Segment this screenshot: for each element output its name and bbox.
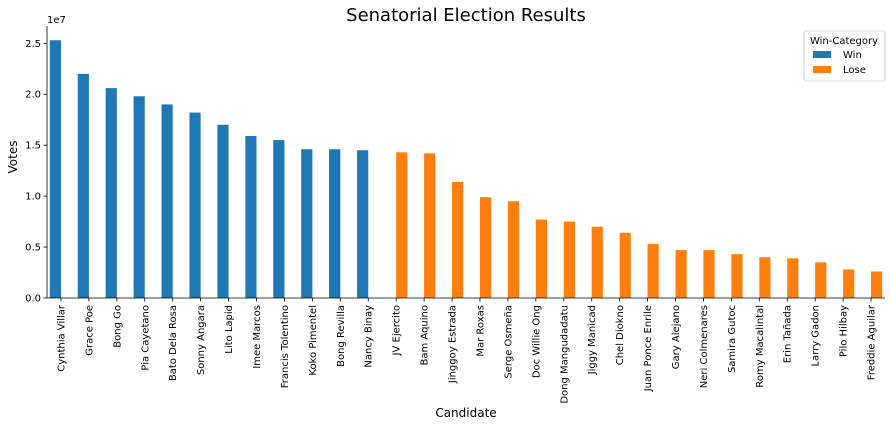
x-tick-label: Larry Gadon <box>811 305 822 367</box>
x-tick-label: Pia Cayetano <box>140 305 151 371</box>
x-tick-label: JV Ejercito <box>392 305 403 356</box>
bar-lose-14 <box>452 181 464 298</box>
y-tick-label: 0.0 <box>25 294 41 305</box>
bar-win-5 <box>189 112 201 298</box>
bar-win-7 <box>245 136 257 298</box>
x-tick-label: Jinggoy Estrada <box>448 305 459 384</box>
bar-win-8 <box>273 140 285 298</box>
bars-group <box>49 40 883 298</box>
x-tick-label: Juan Ponce Enrile <box>643 305 654 392</box>
legend-title: Win-Category <box>810 36 878 47</box>
y-offset-label: 1e7 <box>47 15 66 26</box>
bar-lose-24 <box>731 254 743 298</box>
y-axis-label: Votes <box>6 141 20 174</box>
bar-lose-21 <box>647 244 659 298</box>
bar-lose-20 <box>619 232 631 298</box>
x-tick-label: Imee Marcos <box>252 305 263 369</box>
x-tick-label: Neri Colmenares <box>699 305 710 388</box>
x-tick-label: Bam Aquino <box>420 305 431 366</box>
y-tick-label: 1.5 <box>25 141 41 152</box>
x-tick-label: Freddie Aguilar <box>867 304 878 380</box>
bar-win-3 <box>133 96 145 298</box>
x-tick-label: Pilo Hilbay <box>839 305 850 357</box>
bar-lose-25 <box>759 257 771 298</box>
bar-win-4 <box>161 104 173 298</box>
x-tick-label: Dong Mangudadatu <box>559 305 570 404</box>
y-tick-label: 1.0 <box>25 192 41 203</box>
x-tick-label: Francis Tolentino <box>280 305 291 388</box>
bar-win-0 <box>49 40 61 298</box>
x-tick-label: Koko Pimentel <box>308 305 319 376</box>
legend-label-win: Win <box>843 50 862 61</box>
bar-lose-23 <box>703 250 715 298</box>
y-tick-label: 0.5 <box>25 243 41 254</box>
x-tick-label: Mar Roxas <box>475 305 486 357</box>
y-tick-label: 2.0 <box>25 90 41 101</box>
x-axis-label: Candidate <box>435 406 496 420</box>
bar-win-10 <box>329 149 341 298</box>
legend-swatch-lose <box>813 66 831 73</box>
x-tick-label: Grace Poe <box>84 305 95 356</box>
bar-lose-16 <box>507 201 520 298</box>
x-tick-label: Romy Macalintal <box>755 305 766 388</box>
bar-lose-29 <box>871 271 883 298</box>
x-tick-label: Lito Lapid <box>224 305 235 354</box>
x-tick-label: Bato Dela Rosa <box>168 305 179 381</box>
bar-lose-12 <box>396 152 408 298</box>
bar-lose-26 <box>787 258 799 298</box>
x-tick-label: Bong Revilla <box>336 305 347 367</box>
bar-lose-17 <box>535 219 547 298</box>
x-tick-label: Cynthia Villar <box>56 304 67 372</box>
bar-lose-28 <box>843 269 855 298</box>
x-axis: Cynthia Villar Grace Poe Bong Go Pia Cayeta… <box>47 297 885 404</box>
bar-win-2 <box>105 88 117 298</box>
bar-lose-22 <box>675 250 687 298</box>
x-tick-label: Serge Osmeña <box>503 305 514 379</box>
bar-win-9 <box>301 149 313 298</box>
x-tick-label: Doc Willie Ong <box>531 305 542 378</box>
bar-win-11 <box>357 150 369 298</box>
x-tick-label: Erin Tañada <box>783 305 794 363</box>
bar-lose-18 <box>563 221 575 298</box>
x-tick-label: Bong Go <box>112 305 123 348</box>
bar-lose-15 <box>479 197 492 298</box>
x-tick-label: Nancy Binay <box>364 305 375 368</box>
legend-label-lose: Lose <box>843 65 866 76</box>
x-tick-label: Samira Gutoc <box>727 305 738 373</box>
x-tick-label: Sonny Angara <box>196 305 207 375</box>
legend: Win-Category Win Lose <box>803 30 886 82</box>
x-tick-label: Chel Diokno <box>615 305 626 365</box>
bar-lose-27 <box>815 262 827 298</box>
x-tick-label: Jiggy Manicad <box>587 305 598 375</box>
bar-win-6 <box>217 124 229 298</box>
legend-swatch-win <box>813 51 831 58</box>
y-axis: 0.0 0.5 1.0 1.5 2.0 2.5 <box>25 26 48 305</box>
bar-win-1 <box>77 73 89 298</box>
bar-lose-19 <box>591 226 603 298</box>
y-tick-label: 2.5 <box>25 39 41 50</box>
bar-lose-13 <box>424 153 436 298</box>
chart-title: Senatorial Election Results <box>346 5 586 26</box>
x-tick-label: Gary Alejano <box>671 305 682 369</box>
